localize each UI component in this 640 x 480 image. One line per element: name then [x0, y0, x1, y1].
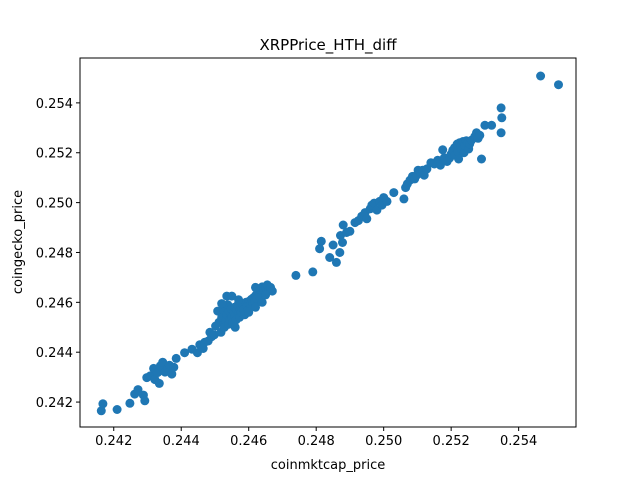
data-point: [475, 130, 485, 140]
data-point: [234, 295, 244, 305]
data-point: [180, 348, 190, 358]
data-point: [335, 248, 345, 257]
data-point: [227, 291, 237, 301]
y-tick-label: 0.242: [36, 396, 73, 411]
data-point: [98, 399, 108, 409]
data-point: [496, 103, 506, 113]
data-point: [454, 154, 464, 164]
y-axis-label: coingecko_price: [11, 190, 26, 294]
data-point: [382, 196, 392, 206]
x-tick-label: 0.252: [433, 434, 470, 449]
x-tick-label: 0.248: [298, 434, 335, 449]
data-point: [399, 194, 409, 204]
x-tick-label: 0.254: [500, 434, 537, 449]
data-point: [554, 80, 563, 90]
x-tick-label: 0.246: [230, 434, 267, 449]
y-tick-label: 0.250: [36, 197, 73, 212]
chart-title: XRPPrice_HTH_diff: [259, 36, 397, 55]
data-point: [154, 378, 164, 388]
y-axis: 0.242 0.244 0.246 0.248 0.250 0.252 0.254: [36, 97, 80, 411]
x-tick-label: 0.242: [95, 434, 132, 449]
data-point: [331, 257, 341, 267]
data-point: [438, 145, 448, 155]
data-point: [230, 322, 240, 332]
data-point: [536, 71, 546, 81]
x-tick-label: 0.250: [365, 434, 402, 449]
x-axis: 0.242 0.244 0.246 0.248 0.250 0.252 0.254: [95, 427, 537, 449]
data-point: [133, 385, 143, 395]
data-point: [261, 290, 271, 300]
data-points: [96, 71, 563, 416]
data-point: [171, 353, 181, 363]
data-point: [267, 286, 277, 296]
data-point: [257, 297, 267, 307]
data-point: [477, 154, 486, 164]
y-tick-label: 0.248: [36, 246, 73, 261]
y-tick-label: 0.254: [36, 97, 73, 112]
x-axis-label: coinmktcap_price: [271, 458, 385, 473]
data-point: [487, 120, 497, 130]
data-point: [125, 398, 135, 408]
x-tick-label: 0.244: [163, 434, 200, 449]
plot-area-frame: [79, 57, 577, 428]
data-point: [308, 267, 318, 277]
data-point: [362, 214, 372, 224]
data-point: [167, 369, 177, 379]
data-point: [140, 396, 150, 406]
data-point: [158, 357, 168, 367]
data-point: [325, 253, 335, 262]
data-point: [496, 128, 506, 138]
y-tick-label: 0.244: [36, 346, 73, 361]
data-point: [244, 307, 254, 317]
data-point: [291, 270, 301, 280]
data-point: [96, 406, 106, 416]
data-point: [345, 226, 355, 236]
data-point: [251, 302, 260, 312]
y-tick-label: 0.252: [36, 147, 73, 162]
data-point: [315, 244, 325, 254]
data-point: [338, 220, 348, 230]
data-point: [112, 405, 122, 414]
data-point: [217, 299, 227, 309]
y-tick-label: 0.246: [36, 296, 73, 311]
data-point: [328, 240, 338, 250]
data-point: [435, 160, 445, 170]
data-point: [251, 282, 260, 292]
data-point: [497, 113, 507, 123]
data-point: [338, 238, 347, 247]
data-point: [480, 120, 490, 130]
data-point: [169, 362, 179, 372]
data-point: [389, 188, 399, 198]
data-point: [316, 236, 326, 246]
